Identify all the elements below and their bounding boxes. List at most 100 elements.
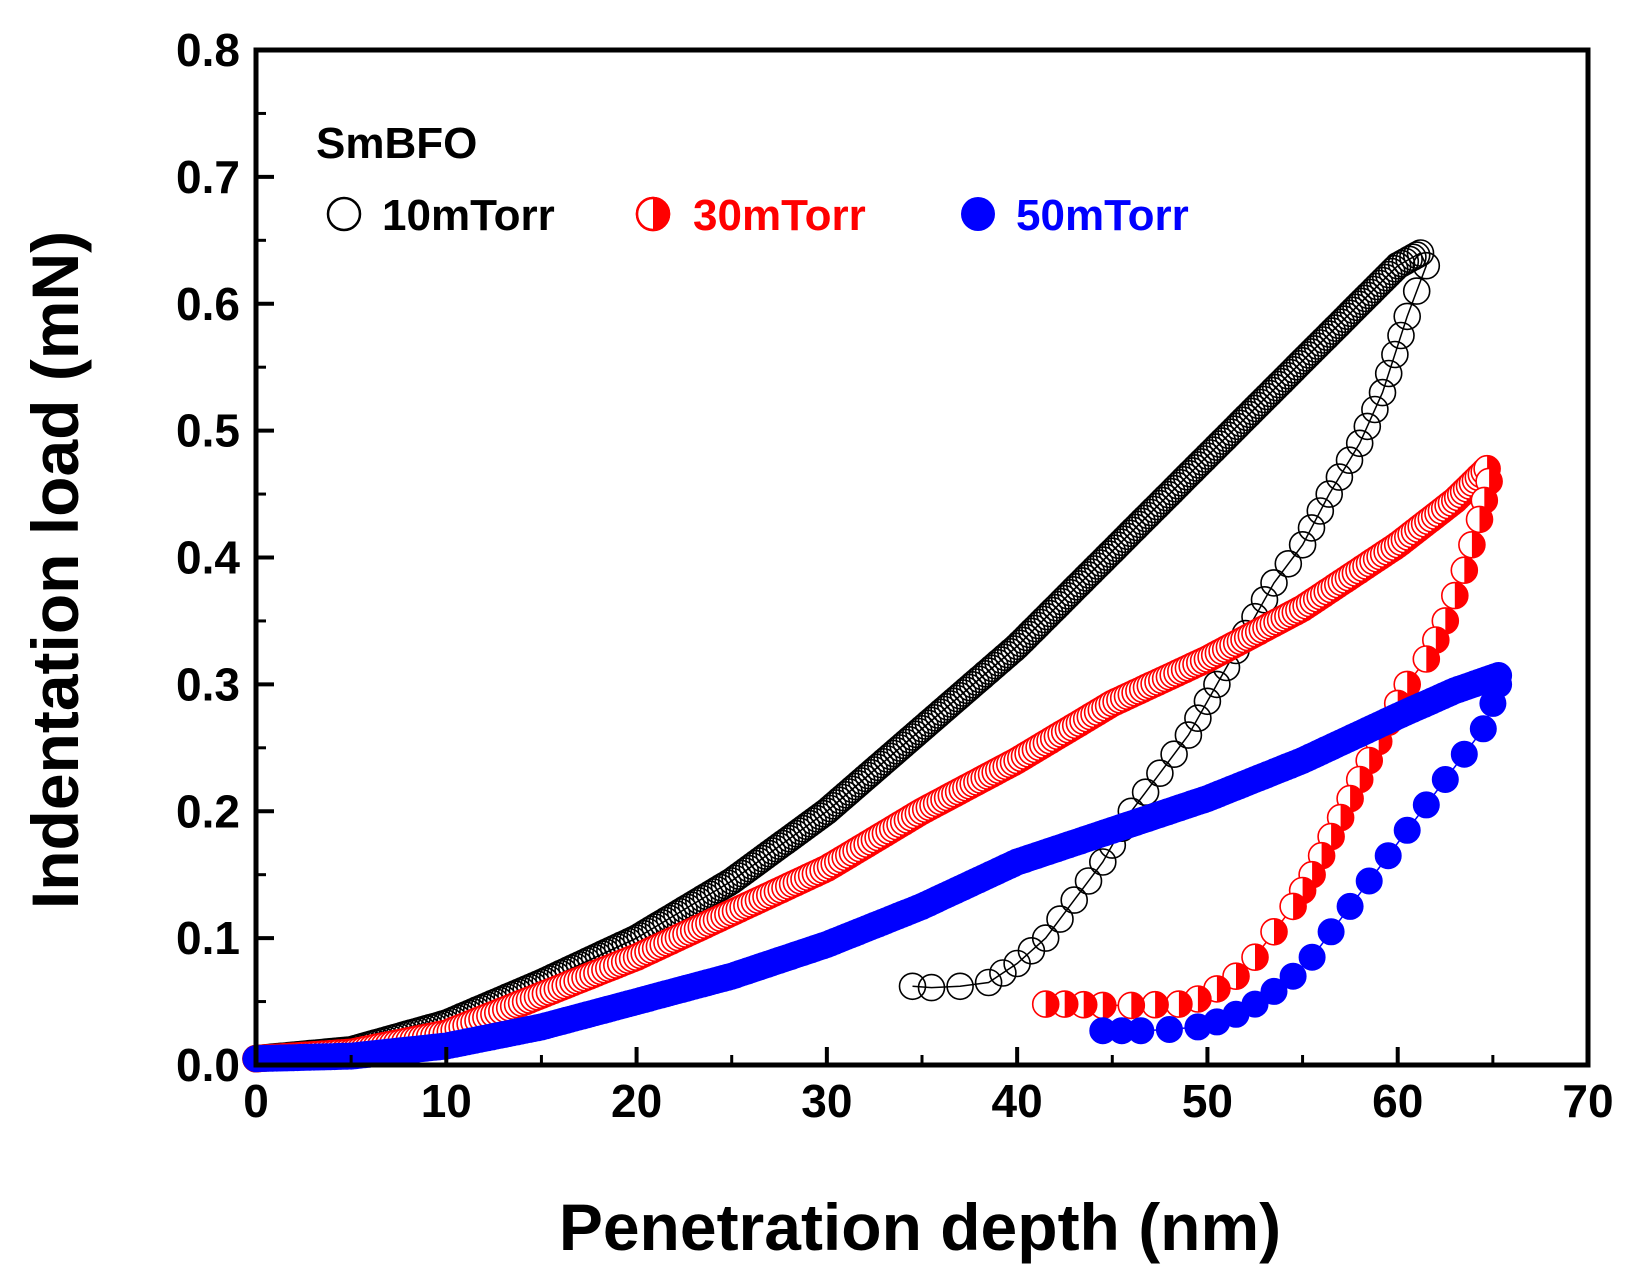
data-point	[917, 973, 946, 1002]
data-point	[1059, 575, 1088, 604]
data-point	[1333, 302, 1361, 331]
data-point	[1202, 433, 1231, 461]
data-point	[1060, 886, 1088, 914]
data-point	[1149, 486, 1177, 515]
data-point	[1412, 251, 1441, 280]
data-point	[1406, 239, 1435, 267]
data-point-half	[1413, 646, 1427, 672]
data-point	[1175, 459, 1204, 488]
data-point	[946, 972, 974, 1001]
data-point	[1214, 421, 1242, 450]
data-point	[1298, 943, 1326, 971]
data-point	[1465, 505, 1494, 534]
data-point	[1315, 320, 1344, 348]
y-tick-label: 0.0	[176, 1039, 240, 1091]
series-50mTorr	[242, 662, 1513, 1073]
data-point	[1393, 816, 1421, 844]
data-point	[1205, 430, 1234, 458]
data-point	[1469, 715, 1497, 743]
data-point	[1089, 848, 1117, 876]
data-point	[1172, 462, 1201, 491]
data-point	[1104, 531, 1132, 560]
data-point	[1009, 626, 1037, 655]
data-point-half	[1261, 918, 1274, 945]
data-point	[1083, 552, 1112, 580]
data-point	[1065, 570, 1094, 598]
data-point	[1003, 949, 1031, 978]
data-point	[1309, 326, 1338, 354]
data-point	[1077, 558, 1106, 586]
data-point	[1122, 513, 1150, 542]
data-point-ring	[1031, 990, 1060, 1018]
data-point	[1348, 287, 1376, 316]
data-point	[1199, 436, 1228, 464]
data-point	[1062, 572, 1091, 601]
data-point	[1318, 317, 1347, 345]
data-point-ring	[1465, 505, 1494, 534]
tick-labels: 0 10 20 30 40 50 60 70 0.0 0.1 0.2 0.3 0.4 0.5 0.6 0.7 0…	[176, 24, 1614, 1127]
data-point	[1053, 581, 1082, 610]
data-point	[1006, 629, 1034, 658]
data-point	[1279, 355, 1308, 384]
data-point	[1374, 359, 1403, 388]
legend: SmBFO 10mTorr 30mTorr 50mTorr	[316, 119, 1189, 240]
data-point	[1119, 516, 1147, 545]
data-point	[1325, 463, 1354, 491]
data-point	[1030, 605, 1058, 634]
x-tick-label: 40	[992, 1075, 1043, 1127]
data-point	[1187, 448, 1216, 476]
data-point	[1355, 867, 1383, 895]
data-point	[1324, 311, 1353, 340]
data-point	[1031, 990, 1060, 1018]
data-point	[1092, 543, 1121, 571]
data-point	[1306, 329, 1335, 357]
data-point	[1315, 480, 1343, 508]
data-point	[1294, 341, 1323, 369]
data-point	[1268, 367, 1296, 396]
data-point	[1312, 323, 1341, 351]
data-point	[1241, 943, 1269, 972]
data-point	[1402, 241, 1431, 269]
data-point	[1274, 549, 1303, 578]
data-point	[1203, 670, 1231, 699]
data-point	[1360, 275, 1388, 304]
data-point	[1039, 596, 1067, 625]
series-30mTorr	[242, 454, 1503, 1073]
data-point	[1128, 507, 1156, 536]
y-axis-title: Indentation load (mN)	[18, 231, 92, 909]
data-point	[1208, 427, 1237, 455]
data-point	[1141, 990, 1169, 1019]
data-point	[1117, 991, 1146, 1020]
data-point	[1291, 344, 1320, 372]
data-point-ring	[1117, 991, 1146, 1020]
data-point	[1354, 281, 1382, 310]
data-point	[1412, 791, 1440, 819]
data-point	[1190, 445, 1219, 473]
data-point	[989, 959, 1017, 987]
data-point	[1095, 540, 1124, 568]
data-point	[1166, 468, 1195, 497]
data-point	[1146, 759, 1174, 788]
data-point	[1273, 361, 1302, 390]
data-point	[1441, 581, 1469, 610]
y-tick-label: 0.1	[176, 912, 240, 964]
data-point	[1101, 534, 1130, 563]
data-point	[1165, 990, 1193, 1018]
data-point	[1003, 632, 1031, 661]
legend-label-30mtorr: 30mTorr	[693, 191, 866, 240]
data-point	[1181, 454, 1210, 482]
data-point	[1232, 403, 1260, 432]
data-point	[1260, 917, 1288, 946]
data-point	[1345, 429, 1374, 458]
data-point	[1357, 278, 1385, 307]
legend-label-10mtorr: 10mTorr	[382, 191, 555, 240]
data-point	[1282, 352, 1311, 381]
data-point	[1285, 349, 1314, 378]
data-point	[1217, 418, 1245, 447]
data-point	[1074, 561, 1103, 589]
data-point	[1339, 296, 1367, 325]
data-point	[1226, 409, 1254, 438]
data-point	[1372, 263, 1400, 292]
data-point	[1125, 510, 1153, 539]
data-point	[1399, 243, 1427, 272]
